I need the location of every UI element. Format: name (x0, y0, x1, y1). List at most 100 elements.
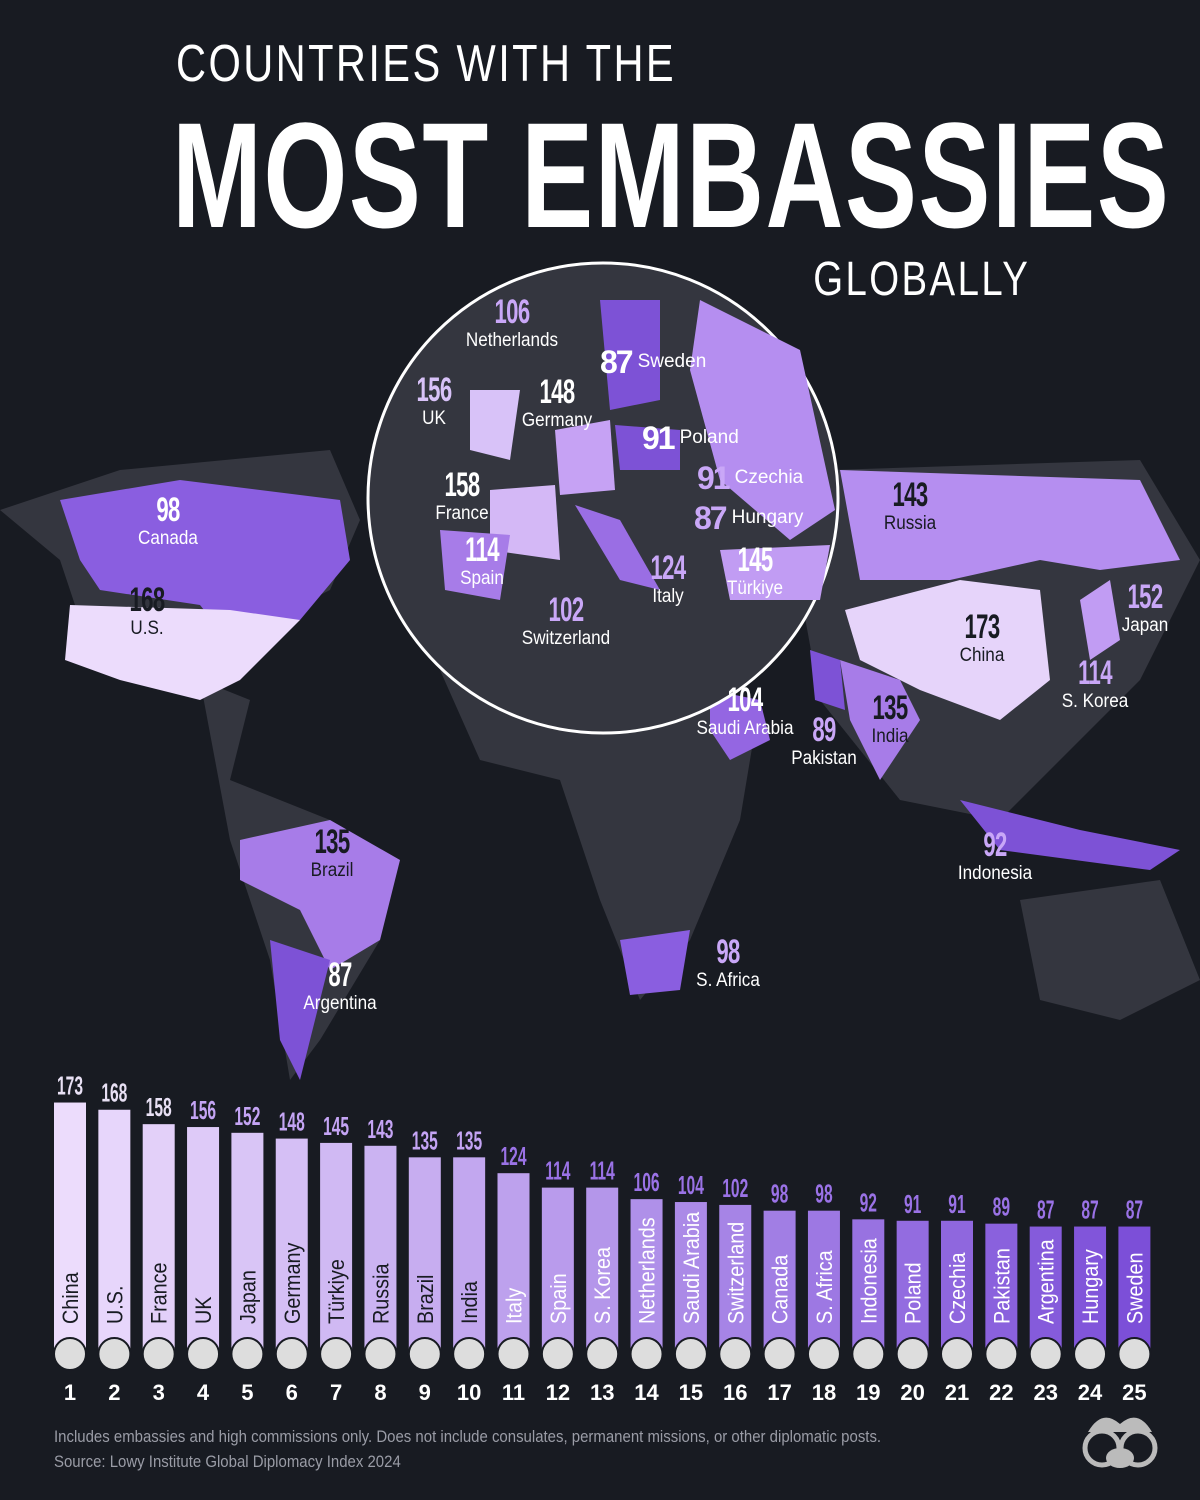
bar-8 (364, 1145, 397, 1352)
map-label-name: Poland (679, 427, 739, 448)
rank-label: 18 (812, 1380, 836, 1405)
bar-value-label: 87 (1081, 1196, 1098, 1225)
map-label-name: Pakistan (791, 748, 857, 770)
flag-icon (186, 1337, 221, 1371)
rank-label: 13 (590, 1380, 614, 1405)
bar-value-label: 98 (771, 1180, 788, 1209)
map-label-value: 87 (328, 956, 352, 994)
flag-icon (762, 1337, 797, 1371)
flag-icon (274, 1337, 309, 1371)
flag-icon (407, 1337, 442, 1371)
pakistan-shape (810, 650, 845, 710)
turkiye-shape (720, 545, 830, 600)
map-label-name: U.S. (130, 618, 164, 640)
flag-icon (496, 1337, 531, 1371)
map-label-value: 148 (539, 373, 576, 411)
rank-label: 5 (241, 1380, 253, 1405)
map-label-name: Germany (521, 410, 593, 432)
bar-category-label: Switzerland (724, 1222, 748, 1324)
bar-value-label: 87 (1037, 1196, 1054, 1225)
europe-inset (366, 261, 840, 735)
map-label-value: 91 (697, 460, 731, 496)
title-line-1: COUNTRIES WITH THE (176, 35, 677, 93)
bar-category-label: Spain (547, 1273, 571, 1324)
map-label-pakistan: 89 Pakistan (788, 711, 861, 770)
rank-label: 21 (945, 1380, 969, 1405)
rank-label: 7 (330, 1380, 342, 1405)
flag-icon (141, 1337, 176, 1371)
bar-21 (941, 1220, 973, 1352)
map-label-t-rkiye: 145 Türkiye (724, 541, 786, 600)
bar-23 (1029, 1226, 1062, 1352)
bar-category-label: Türkiye (325, 1259, 349, 1324)
map-label-value: 158 (444, 466, 481, 504)
map-label-s-korea: 114 S. Korea (1058, 654, 1132, 713)
map-label-brazil: 135 Brazil (305, 823, 359, 882)
flag-icon (319, 1337, 354, 1371)
map-label-name: Russia (883, 513, 937, 535)
map-label-u-s-: 168 U.S. (120, 581, 174, 640)
bar-category-label: Indonesia (857, 1238, 881, 1324)
map-label-name: Indonesia (957, 863, 1033, 885)
argentina-shape (270, 940, 330, 1080)
map-label-saudi-arabia: 104 Saudi Arabia (691, 681, 799, 740)
flag-icon (806, 1337, 841, 1371)
map-label-spain: 114 Spain (456, 531, 508, 590)
map-label-uk: 156 UK (407, 371, 461, 430)
rank-label: 15 (679, 1380, 703, 1405)
bar-value-label: 91 (904, 1190, 921, 1219)
rank-label: 20 (900, 1380, 924, 1405)
map-label-value: 87 (600, 344, 634, 380)
safrica-shape (620, 930, 690, 995)
spain-shape (440, 530, 510, 600)
bar-category-label: Pakistan (990, 1248, 1014, 1324)
bar-value-label: 135 (456, 1126, 482, 1155)
map-label-value: 91 (642, 420, 676, 456)
bar-value-label: 114 (590, 1157, 615, 1186)
bar-value-label: 148 (279, 1108, 305, 1137)
map-label-russia: 143 Russia (881, 476, 939, 535)
map-label-name: Spain (460, 568, 504, 590)
bar-15 (674, 1202, 707, 1352)
flag-icon (1073, 1337, 1108, 1371)
map-label-name: UK (422, 408, 446, 430)
map-label-sweden: 87 Sweden (600, 345, 706, 379)
map-label-value: 98 (716, 933, 740, 971)
rank-label: 14 (634, 1380, 659, 1405)
bar-6 (275, 1138, 308, 1352)
flag-icon (718, 1337, 753, 1371)
map-label-name: China (959, 645, 1005, 667)
poland-shape (615, 425, 680, 470)
rank-label: 3 (153, 1380, 165, 1405)
bar-value-label: 152 (234, 1102, 260, 1131)
flag-icon (97, 1337, 132, 1371)
map-label-s-africa: 98 S. Africa (693, 933, 764, 992)
map-label-value: 114 (1078, 654, 1112, 692)
flag-icon (53, 1337, 87, 1371)
us-shape (65, 605, 300, 700)
bar-category-label: Germany (281, 1242, 305, 1324)
bar-value-label: 91 (948, 1190, 965, 1219)
bar-3 (142, 1124, 175, 1352)
bar-10 (453, 1157, 486, 1352)
map-label-value: 102 (548, 591, 585, 629)
flag-icon (629, 1337, 664, 1371)
bar-17 (763, 1210, 796, 1352)
rank-label: 10 (457, 1380, 481, 1405)
china-shape (845, 580, 1050, 720)
bar-category-label: UK (192, 1296, 216, 1324)
map-label-name: Saudi Arabia (696, 718, 794, 740)
russia-shape (840, 470, 1180, 580)
bar-value-label: 106 (634, 1168, 660, 1197)
bar-9 (408, 1157, 441, 1352)
map-label-value: 168 (129, 581, 166, 619)
bar-7 (320, 1142, 353, 1352)
bar-category-label: France (148, 1262, 172, 1324)
uk-shape (470, 390, 520, 460)
bar-value-label: 102 (722, 1174, 748, 1203)
bar-14 (630, 1199, 663, 1352)
bar-category-label: Poland (902, 1262, 926, 1324)
flag-icon (230, 1337, 265, 1371)
map-label-netherlands: 106 Netherlands (461, 293, 563, 352)
